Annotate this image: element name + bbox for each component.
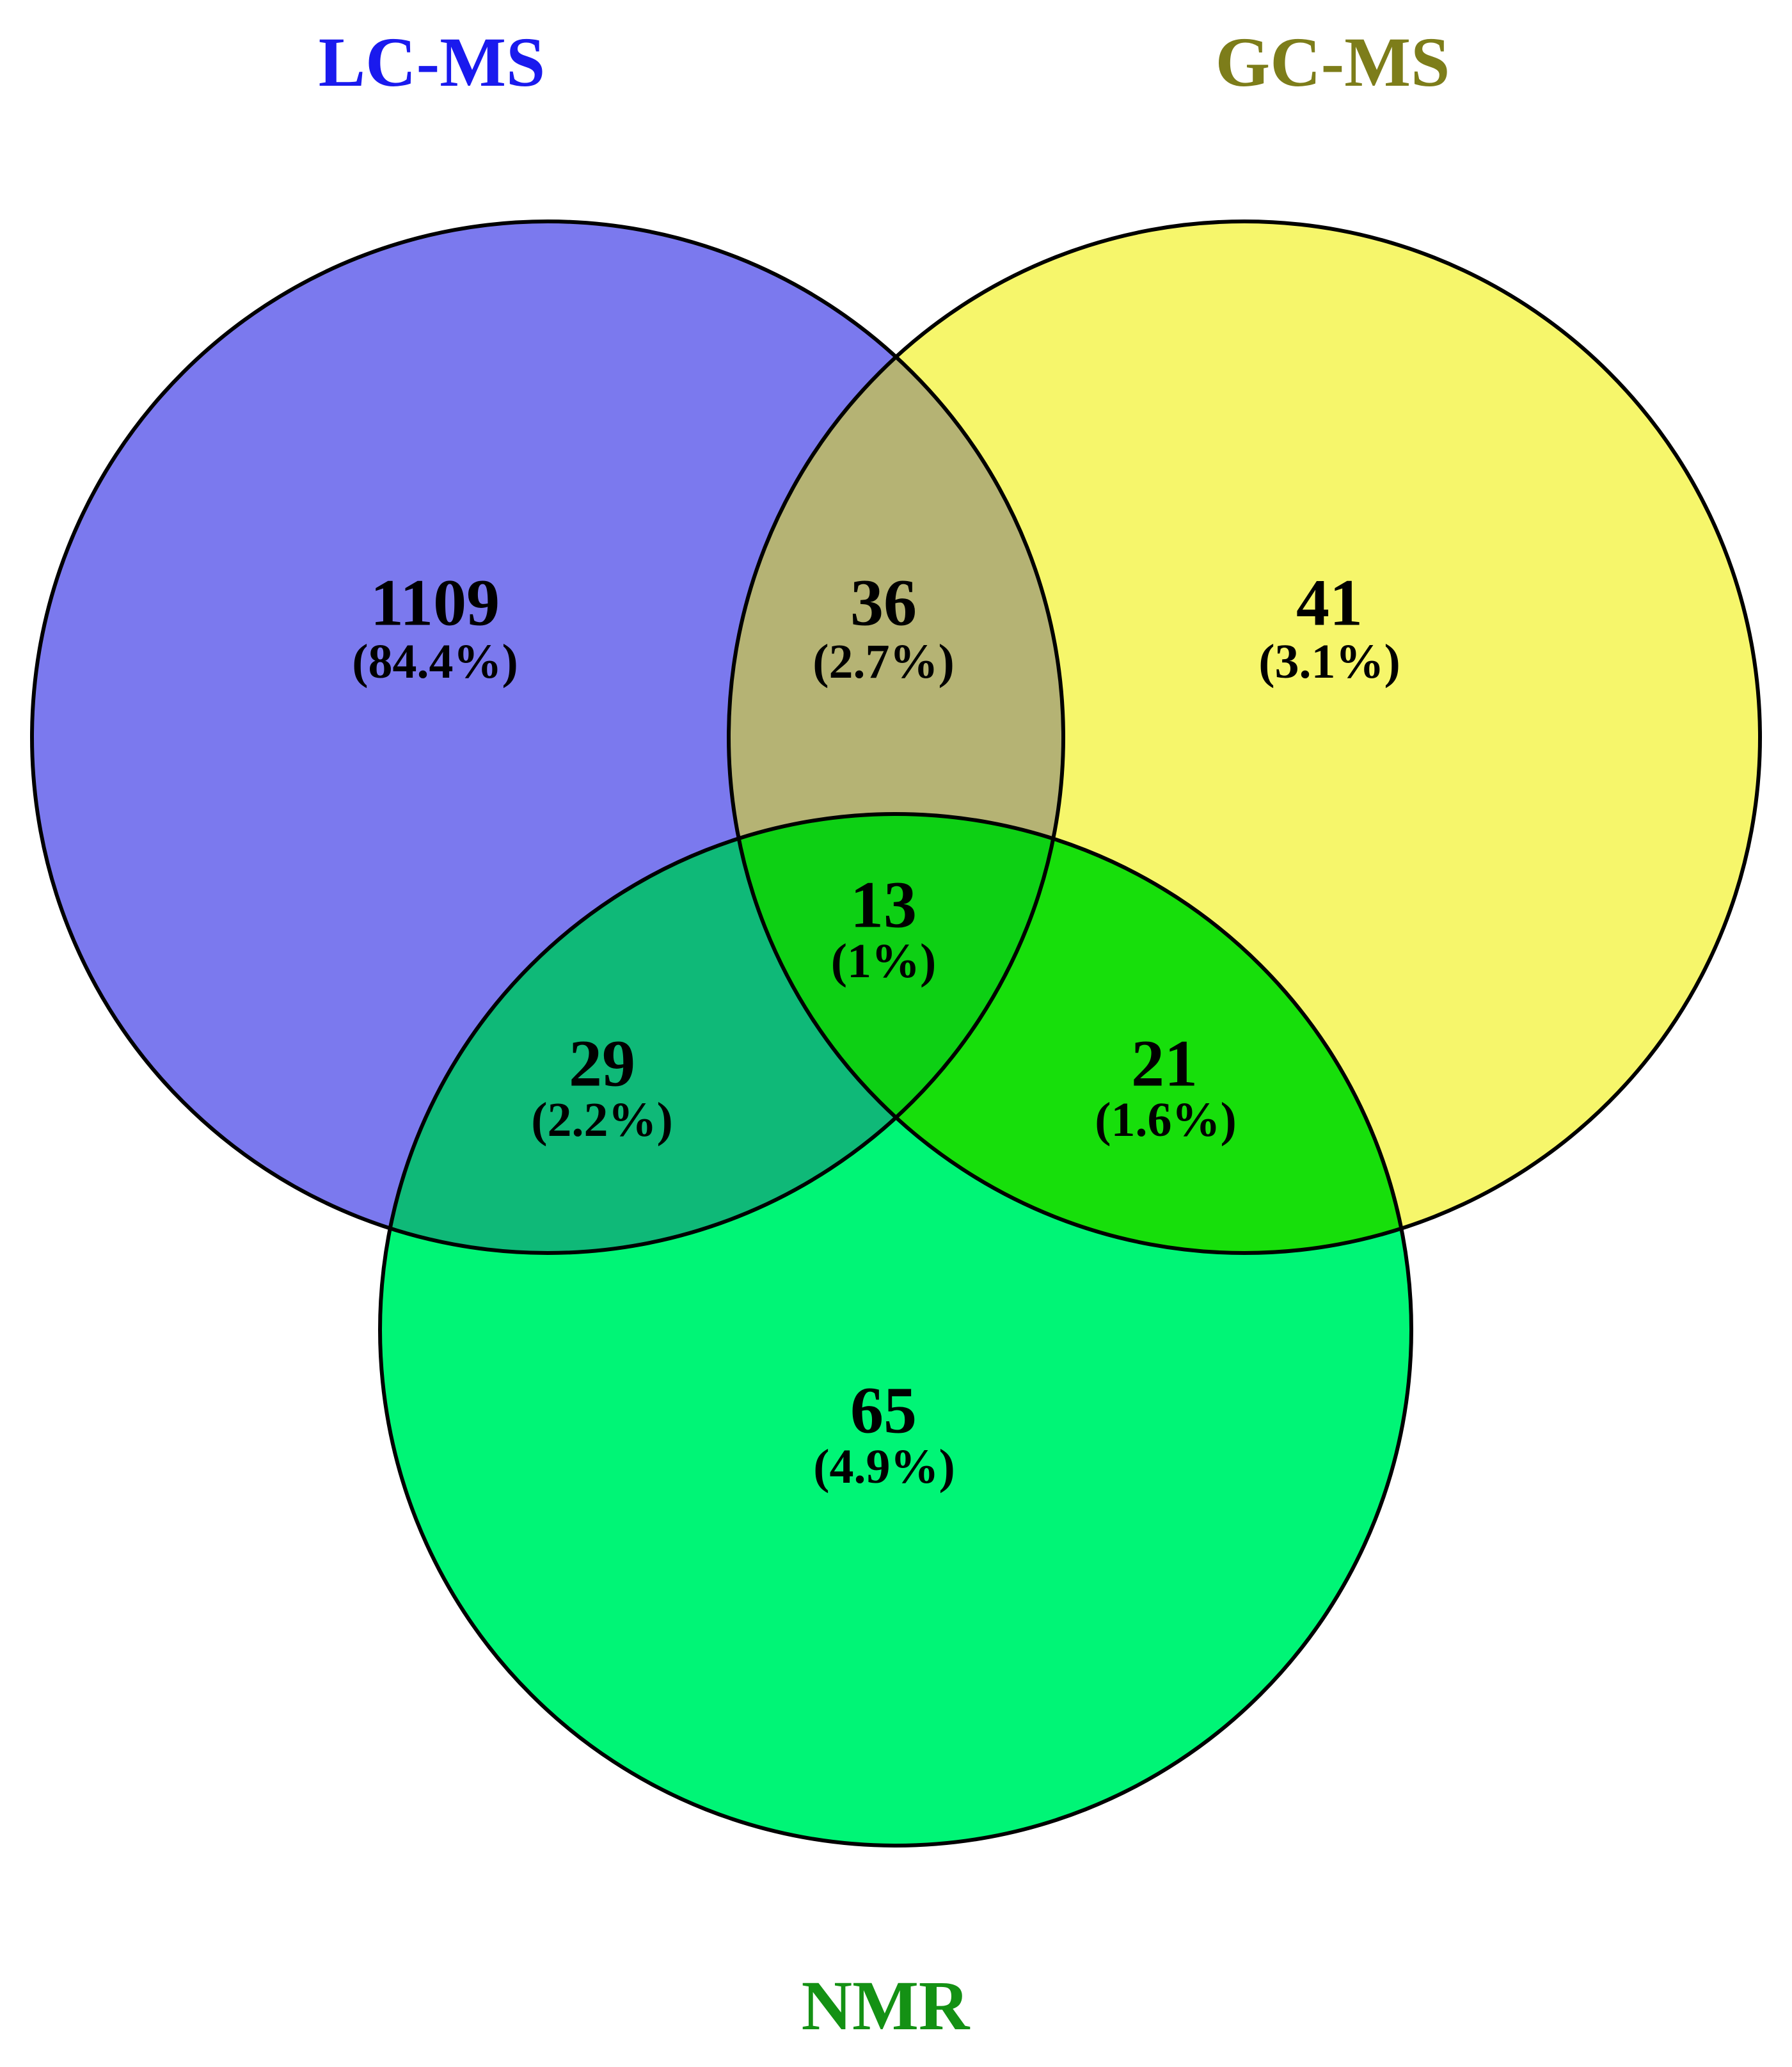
nmr-only-pct: (4.9%) [813, 1440, 955, 1494]
lc-circle-outline [30, 219, 1065, 1255]
gc-only-pct: (3.1%) [1258, 635, 1400, 689]
lc-nmr-pct: (2.2%) [531, 1093, 673, 1147]
gc-nmr-pct: (1.6%) [1095, 1093, 1237, 1147]
lc-set-title: LC-MS [319, 23, 545, 101]
gc-nmr-count: 21 [1131, 1027, 1198, 1101]
lc-nmr-count: 29 [569, 1027, 635, 1101]
center-overlap-region [729, 814, 1063, 1253]
lc-only-pct: (84.4%) [352, 635, 518, 689]
center-count: 13 [850, 868, 917, 942]
gc-circle-outline [727, 219, 1762, 1255]
lc-gc-count: 36 [850, 566, 917, 640]
nmr-only-count: 65 [850, 1374, 917, 1448]
center-pct: (1%) [831, 934, 937, 988]
gc-set-title: GC-MS [1216, 23, 1450, 101]
lc-gc-pct: (2.7%) [813, 635, 955, 689]
nmr-circle-outline [378, 812, 1413, 1848]
lc-only-count: 1109 [370, 566, 500, 640]
gc-only-count: 41 [1296, 566, 1363, 640]
nmr-set-title: NMR [802, 1967, 971, 2045]
